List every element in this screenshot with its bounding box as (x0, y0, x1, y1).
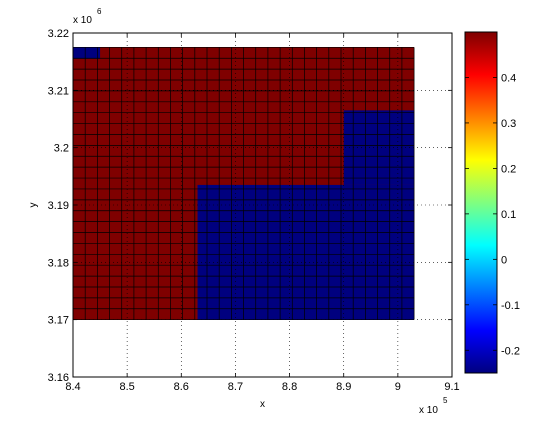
colorbar-tick-label: -0.1 (501, 300, 520, 312)
x-tick-label: 8.7 (228, 381, 243, 393)
x-axis-label: x (260, 399, 265, 410)
y-tick-label: 3.18 (48, 257, 69, 269)
x-tick-label: 8.5 (119, 381, 134, 393)
x-tick-label: 8.8 (282, 381, 297, 393)
x-exponent-power: 5 (443, 396, 448, 405)
x-tick-label: 8.4 (65, 381, 80, 393)
y-axis-label: y (28, 203, 39, 208)
y-exponent-power: 6 (97, 7, 102, 16)
colorbar: -0.2 -0.1 0 0.1 0.2 0.3 0.4 (464, 31, 520, 374)
y-tick-label: 3.16 (48, 372, 69, 384)
x-tick-label: 9 (395, 381, 401, 393)
x-tick-label: 9.1 (444, 381, 459, 393)
y-tick-label: 3.19 (48, 200, 69, 212)
y-tick-label: 3.17 (48, 315, 69, 327)
colorbar-tick-label: 0.3 (501, 118, 516, 130)
x-tick-label: 8.9 (336, 381, 351, 393)
colorbar-tick-label: 0.4 (501, 72, 516, 84)
y-exponent-label: x 10 (73, 15, 92, 26)
colorbar-frame (464, 31, 498, 374)
y-tick-label: 3.22 (48, 28, 69, 40)
colorbar-tick-label: 0 (501, 254, 507, 266)
heatmap-region-low (73, 47, 101, 59)
grid-lines (73, 33, 452, 377)
colorbar-tick-label: 0.2 (501, 163, 516, 175)
x-exponent-label: x 10 (419, 405, 438, 416)
y-tick-label: 3.2 (54, 143, 69, 155)
y-tick-label: 3.21 (48, 85, 69, 97)
colorbar-tick-label: 0.1 (501, 209, 516, 221)
colorbar-gradient (465, 32, 497, 373)
heatmap-axes: 8.4 8.5 8.6 8.7 8.8 8.9 9 9.1 3.16 3.17 3.18 3.19 3.… (28, 7, 460, 416)
x-tick-label: 8.6 (174, 381, 189, 393)
heatmap-region-low (343, 110, 415, 185)
colorbar-tick-label: -0.2 (501, 345, 520, 357)
heatmap-region-low (197, 184, 415, 320)
